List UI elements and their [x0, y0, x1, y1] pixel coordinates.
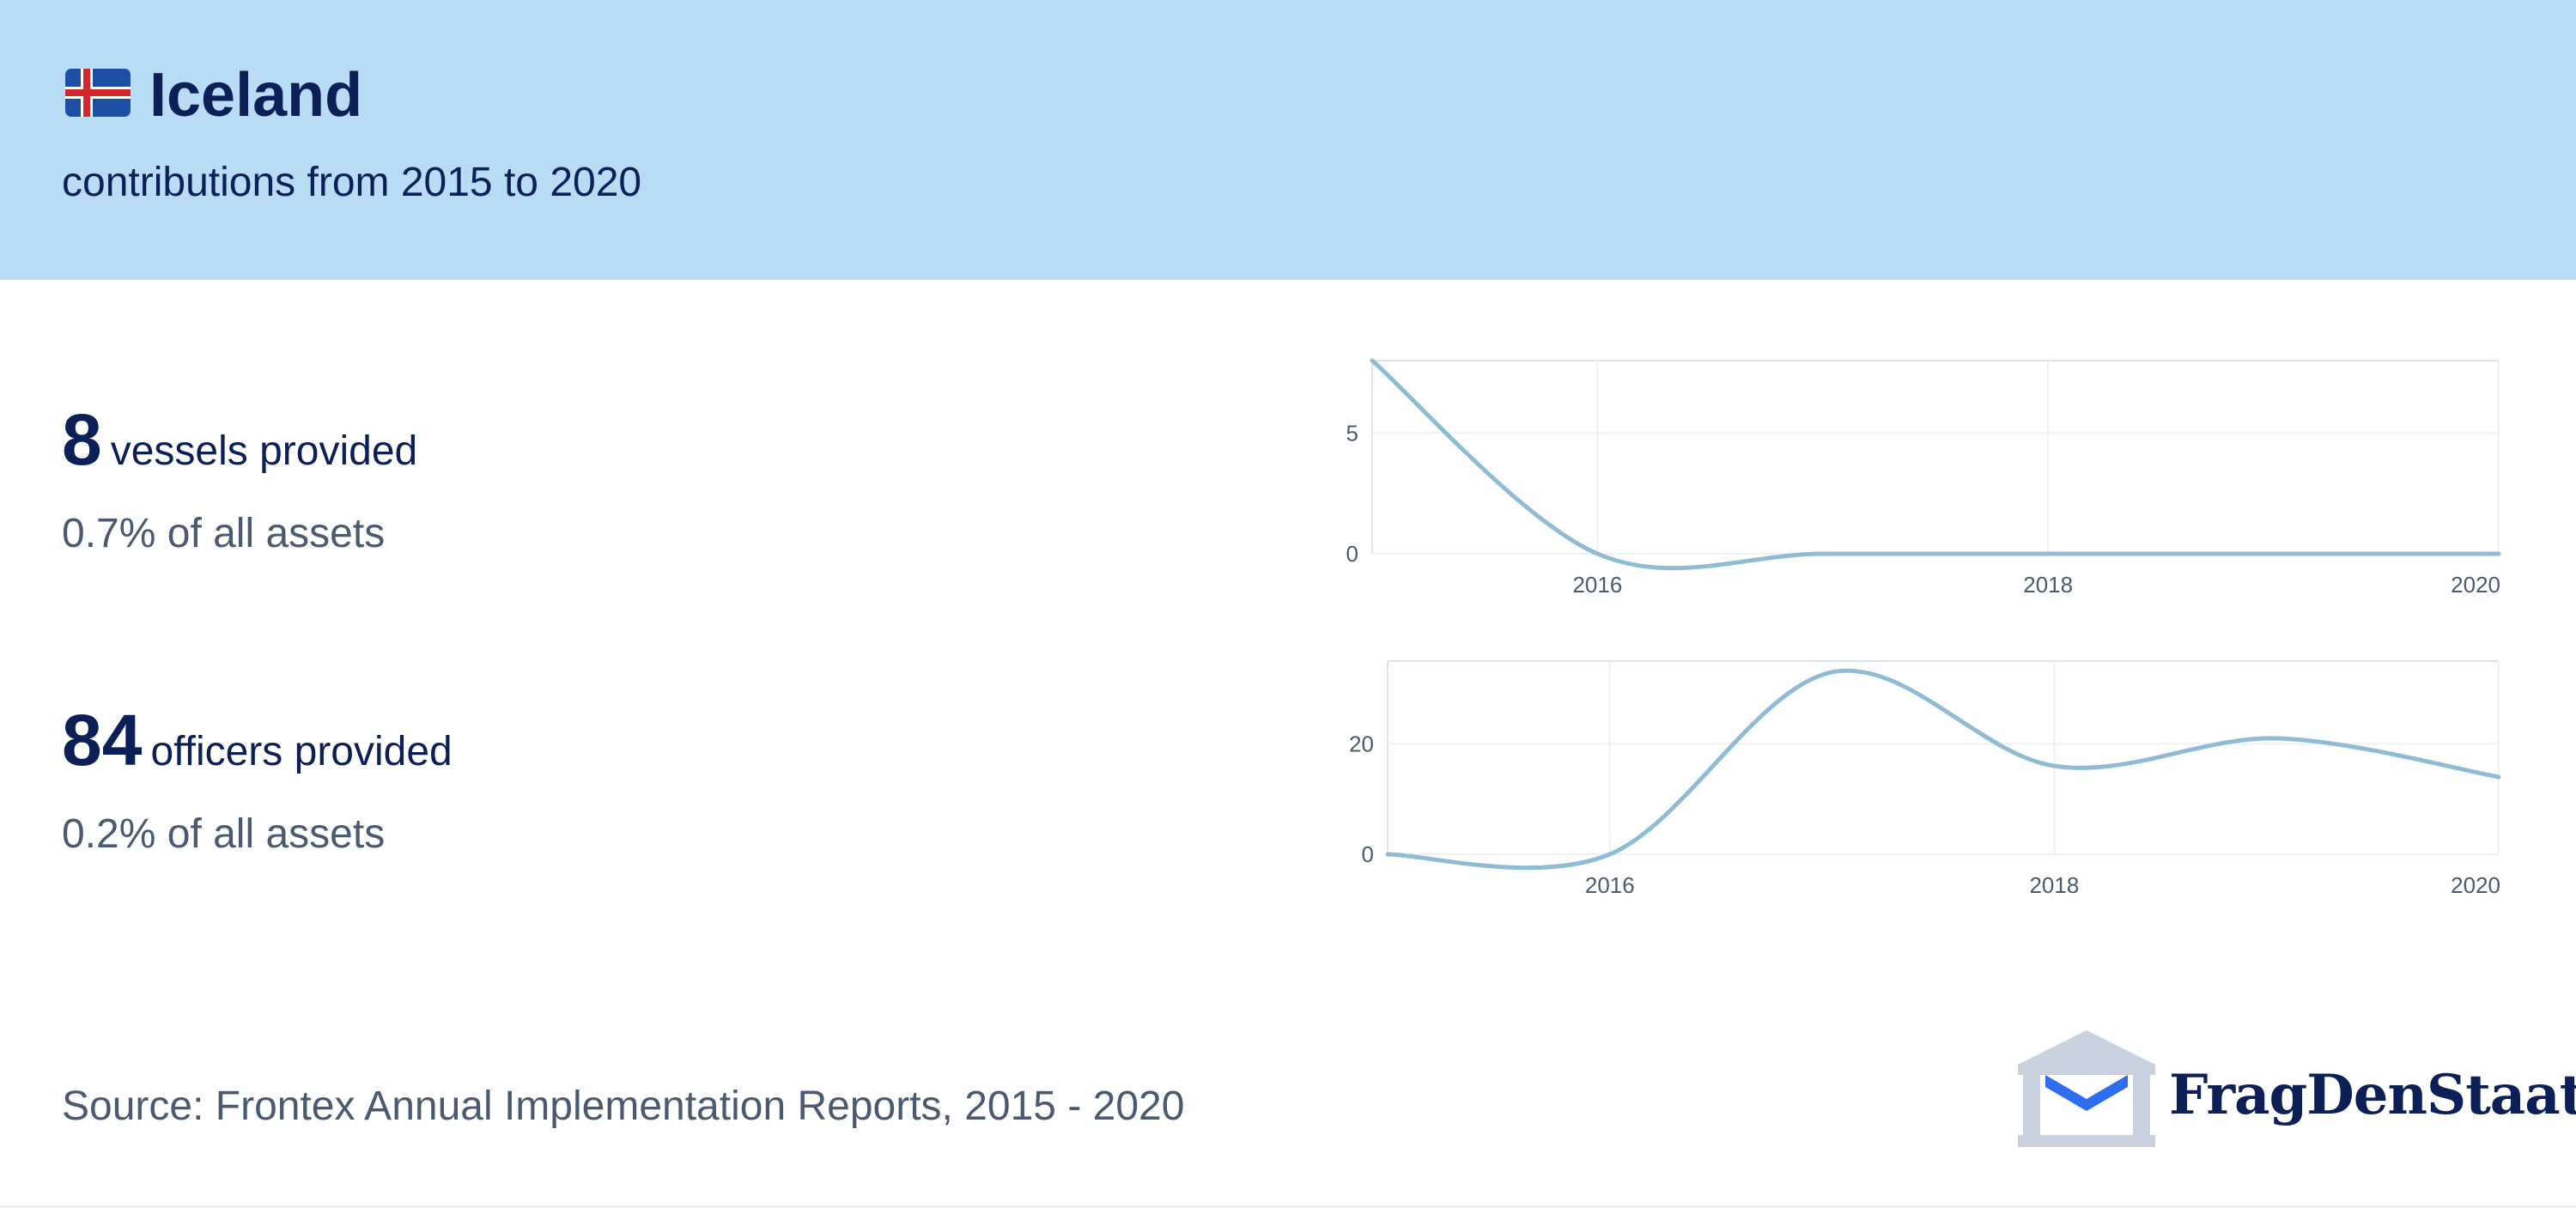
header: Iceland contributions from 2015 to 2020 [0, 0, 2576, 280]
y-tick-label: 0 [1362, 841, 1374, 867]
x-tick-label: 2018 [2029, 872, 2079, 898]
x-tick-label: 2018 [2023, 572, 2073, 598]
x-tick-label: 2016 [1585, 872, 1635, 898]
vessels-share: 0.7% of all assets [62, 511, 386, 556]
x-tick-label: 2016 [1572, 572, 1622, 598]
fragdenstaat-logo[interactable]: FragDenStaat [2018, 1027, 2576, 1156]
divider [0, 1205, 2576, 1208]
vessels-stat: 8 vessels provided 0.7% of all assets [62, 397, 417, 564]
vessels-chart: 0 5 2016 2018 2020 [1346, 358, 2501, 598]
officers-share: 0.2% of all assets [62, 811, 386, 857]
source-note: Source: Frontex Annual Implementation Re… [62, 1084, 1185, 1129]
vessels-label: vessels provided [110, 428, 418, 474]
building-envelope-icon [2018, 1030, 2155, 1147]
officers-label: officers provided [150, 729, 453, 774]
page-title: Iceland [149, 61, 363, 130]
officers-chart: 0 20 2016 2018 2020 [1349, 660, 2501, 898]
vessels-count: 8 [62, 399, 102, 480]
y-tick-label: 5 [1346, 420, 1358, 446]
y-tick-label: 20 [1349, 731, 1374, 756]
officers-stat: 84 officers provided 0.2% of all assets [62, 697, 453, 865]
series-line [1370, 358, 2501, 571]
officers-count: 84 [62, 700, 143, 780]
series-line [1385, 668, 2501, 871]
y-tick-label: 0 [1346, 541, 1358, 567]
iceland-flag-icon [65, 69, 131, 117]
page-subtitle: contributions from 2015 to 2020 [62, 160, 642, 205]
x-tick-label: 2020 [2451, 572, 2500, 598]
logo-text: FragDenStaat [2169, 1063, 2576, 1127]
x-tick-label: 2020 [2451, 872, 2500, 898]
